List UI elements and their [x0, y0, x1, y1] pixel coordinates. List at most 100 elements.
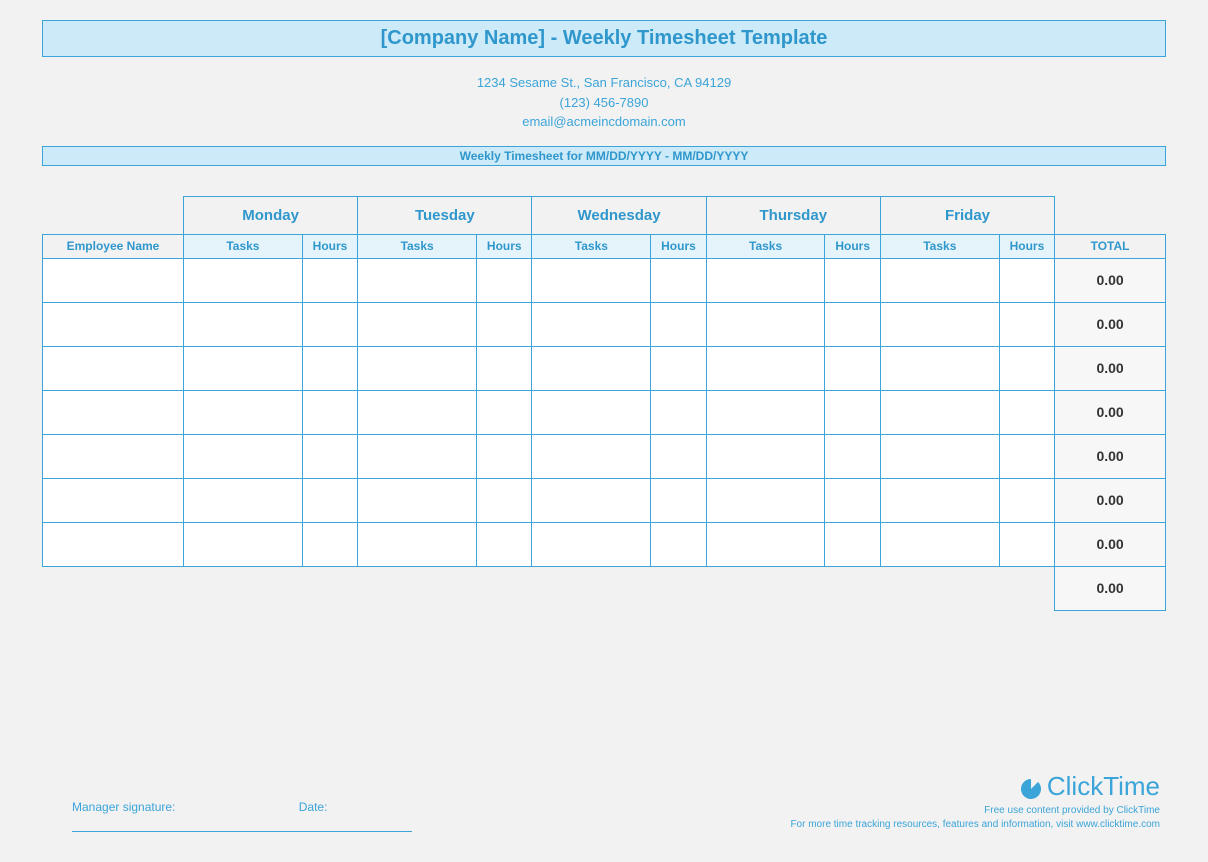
- hours-cell[interactable]: [999, 302, 1054, 346]
- hours-cell[interactable]: [302, 346, 357, 390]
- employee-header: Employee Name: [43, 234, 184, 258]
- tasks-cell[interactable]: [706, 390, 825, 434]
- tasks-cell[interactable]: [358, 258, 477, 302]
- hours-cell[interactable]: [825, 522, 880, 566]
- hours-cell[interactable]: [999, 258, 1054, 302]
- hours-cell[interactable]: [825, 390, 880, 434]
- tasks-cell[interactable]: [183, 302, 302, 346]
- employee-cell[interactable]: [43, 302, 184, 346]
- employee-cell[interactable]: [43, 434, 184, 478]
- hours-cell[interactable]: [302, 478, 357, 522]
- hours-cell[interactable]: [825, 346, 880, 390]
- tasks-header: Tasks: [183, 234, 302, 258]
- hours-cell[interactable]: [477, 302, 532, 346]
- tasks-cell[interactable]: [183, 258, 302, 302]
- row-total-cell: 0.00: [1055, 302, 1166, 346]
- tasks-cell[interactable]: [532, 478, 651, 522]
- tasks-cell[interactable]: [880, 346, 999, 390]
- row-total-cell: 0.00: [1055, 258, 1166, 302]
- grand-total-cell: 0.00: [1055, 566, 1166, 610]
- tasks-cell[interactable]: [532, 522, 651, 566]
- row-total-cell: 0.00: [1055, 478, 1166, 522]
- hours-cell[interactable]: [302, 390, 357, 434]
- tasks-header: Tasks: [706, 234, 825, 258]
- tasks-cell[interactable]: [880, 258, 999, 302]
- footer-line2: For more time tracking resources, featur…: [790, 818, 1160, 832]
- hours-cell[interactable]: [302, 522, 357, 566]
- day-header-wednesday: Wednesday: [532, 196, 706, 234]
- hours-cell[interactable]: [477, 346, 532, 390]
- tasks-cell[interactable]: [880, 434, 999, 478]
- tasks-cell[interactable]: [532, 346, 651, 390]
- hours-cell[interactable]: [651, 522, 706, 566]
- hours-cell[interactable]: [825, 478, 880, 522]
- day-header-thursday: Thursday: [706, 196, 880, 234]
- hours-cell[interactable]: [651, 434, 706, 478]
- tasks-cell[interactable]: [706, 522, 825, 566]
- tasks-cell[interactable]: [706, 434, 825, 478]
- hours-cell[interactable]: [651, 302, 706, 346]
- tasks-cell[interactable]: [183, 346, 302, 390]
- tasks-cell[interactable]: [706, 258, 825, 302]
- tasks-cell[interactable]: [706, 302, 825, 346]
- employee-cell[interactable]: [43, 522, 184, 566]
- tasks-cell[interactable]: [358, 346, 477, 390]
- tasks-cell[interactable]: [358, 434, 477, 478]
- tasks-cell[interactable]: [183, 434, 302, 478]
- employee-cell[interactable]: [43, 478, 184, 522]
- tasks-cell[interactable]: [532, 390, 651, 434]
- tasks-cell[interactable]: [880, 478, 999, 522]
- tasks-cell[interactable]: [880, 302, 999, 346]
- hours-cell[interactable]: [302, 258, 357, 302]
- tasks-cell[interactable]: [706, 478, 825, 522]
- tasks-cell[interactable]: [358, 390, 477, 434]
- hours-cell[interactable]: [825, 302, 880, 346]
- employee-cell[interactable]: [43, 390, 184, 434]
- hours-cell[interactable]: [302, 434, 357, 478]
- timesheet-table: Monday Tuesday Wednesday Thursday Friday…: [42, 196, 1166, 611]
- hours-cell[interactable]: [651, 478, 706, 522]
- table-row: 0.00: [43, 390, 1166, 434]
- tasks-cell[interactable]: [880, 390, 999, 434]
- tasks-cell[interactable]: [706, 346, 825, 390]
- hours-cell[interactable]: [651, 258, 706, 302]
- hours-cell[interactable]: [825, 434, 880, 478]
- hours-cell[interactable]: [999, 390, 1054, 434]
- hours-cell[interactable]: [651, 346, 706, 390]
- table-row: Monday Tuesday Wednesday Thursday Friday: [43, 196, 1166, 234]
- hours-cell[interactable]: [302, 302, 357, 346]
- company-address: 1234 Sesame St., San Francisco, CA 94129: [42, 73, 1166, 93]
- hours-cell[interactable]: [999, 522, 1054, 566]
- tasks-cell[interactable]: [358, 302, 477, 346]
- tasks-cell[interactable]: [880, 522, 999, 566]
- tasks-cell[interactable]: [532, 258, 651, 302]
- hours-cell[interactable]: [651, 390, 706, 434]
- hours-cell[interactable]: [999, 478, 1054, 522]
- tasks-cell[interactable]: [532, 302, 651, 346]
- timesheet-range: Weekly Timesheet for MM/DD/YYYY - MM/DD/…: [42, 146, 1166, 166]
- hours-cell[interactable]: [825, 258, 880, 302]
- hours-cell[interactable]: [477, 522, 532, 566]
- hours-cell[interactable]: [477, 478, 532, 522]
- footer-brand: ClickTime Free use content provided by C…: [790, 768, 1160, 832]
- tasks-cell[interactable]: [358, 478, 477, 522]
- hours-cell[interactable]: [477, 390, 532, 434]
- employee-cell[interactable]: [43, 346, 184, 390]
- employee-cell[interactable]: [43, 258, 184, 302]
- timesheet-table-wrap: Monday Tuesday Wednesday Thursday Friday…: [42, 196, 1166, 611]
- company-info: 1234 Sesame St., San Francisco, CA 94129…: [42, 57, 1166, 146]
- day-header-monday: Monday: [183, 196, 357, 234]
- tasks-cell[interactable]: [183, 522, 302, 566]
- company-phone: (123) 456-7890: [42, 93, 1166, 113]
- hours-cell[interactable]: [477, 258, 532, 302]
- tasks-cell[interactable]: [183, 390, 302, 434]
- tasks-cell[interactable]: [358, 522, 477, 566]
- hours-cell[interactable]: [999, 346, 1054, 390]
- tasks-cell[interactable]: [183, 478, 302, 522]
- hours-header: Hours: [477, 234, 532, 258]
- hours-cell[interactable]: [999, 434, 1054, 478]
- tasks-cell[interactable]: [532, 434, 651, 478]
- hours-cell[interactable]: [477, 434, 532, 478]
- company-email: email@acmeincdomain.com: [42, 112, 1166, 132]
- row-total-cell: 0.00: [1055, 434, 1166, 478]
